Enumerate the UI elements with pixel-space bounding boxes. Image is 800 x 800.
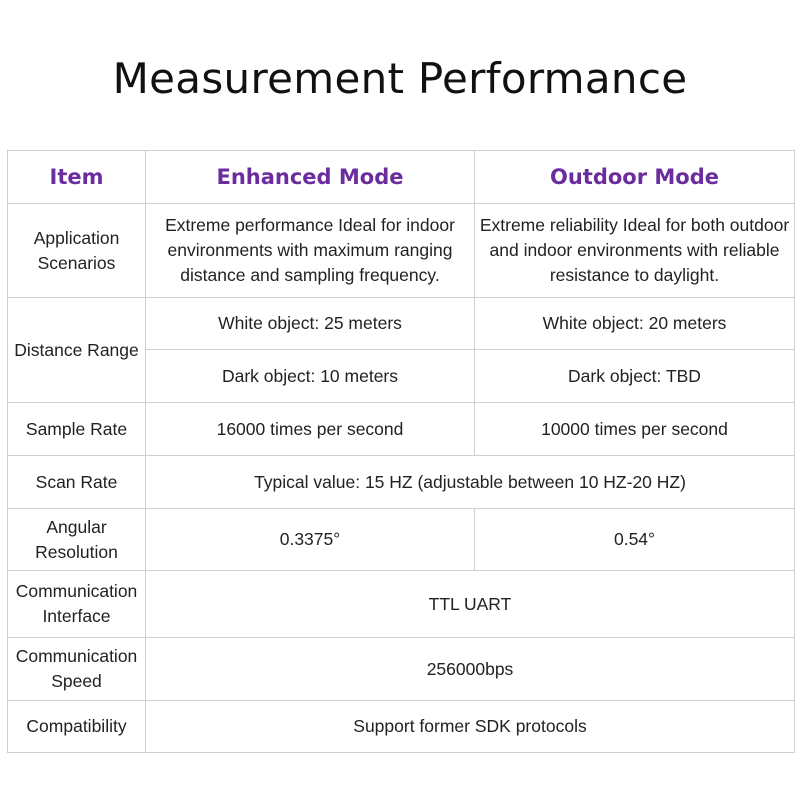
- table-row: Application Scenarios Extreme performanc…: [7, 203, 795, 298]
- cell: 0.54°: [474, 508, 795, 571]
- row-label: Scan Rate: [7, 455, 146, 509]
- table-row: Distance Range White object: 25 meters W…: [7, 297, 795, 403]
- row-label: Application Scenarios: [7, 203, 146, 298]
- cell: Dark object: 10 meters: [145, 349, 475, 403]
- table-row: Sample Rate 16000 times per second 10000…: [7, 402, 795, 456]
- header-row: Item Enhanced Mode Outdoor Mode: [7, 150, 795, 204]
- cell: TTL UART: [145, 570, 795, 638]
- cell: White object: 20 meters: [474, 297, 795, 350]
- performance-table: Item Enhanced Mode Outdoor Mode Applicat…: [7, 150, 795, 753]
- cell: 0.3375°: [145, 508, 475, 571]
- page-title: Measurement Performance: [112, 54, 688, 103]
- table-row: Communication Interface TTL UART: [7, 570, 795, 638]
- table-row: Angular Resolution 0.3375° 0.54°: [7, 508, 795, 571]
- table-row: Communication Speed 256000bps: [7, 637, 795, 701]
- row-label: Compatibility: [7, 700, 146, 753]
- row-label: Angular Resolution: [7, 508, 146, 571]
- cell: Dark object: TBD: [474, 349, 795, 403]
- table-row: Scan Rate Typical value: 15 HZ (adjustab…: [7, 455, 795, 509]
- cell: Extreme performance Ideal for indoor env…: [145, 203, 475, 298]
- cell: Extreme reliability Ideal for both outdo…: [474, 203, 795, 298]
- table-row: Dark object: 10 meters Dark object: TBD: [8, 349, 795, 403]
- header-item: Item: [7, 150, 146, 204]
- header-outdoor-mode: Outdoor Mode: [474, 150, 795, 204]
- cell: White object: 25 meters: [145, 297, 475, 350]
- row-label: Communication Speed: [7, 637, 146, 701]
- row-label: Communication Interface: [7, 570, 146, 638]
- cell: Support former SDK protocols: [145, 700, 795, 753]
- cell: Typical value: 15 HZ (adjustable between…: [145, 455, 795, 509]
- table-row: Compatibility Support former SDK protoco…: [7, 700, 795, 753]
- row-label: Distance Range: [7, 297, 146, 403]
- header-enhanced-mode: Enhanced Mode: [145, 150, 475, 204]
- cell: 16000 times per second: [145, 402, 475, 456]
- cell: 10000 times per second: [474, 402, 795, 456]
- row-label: Sample Rate: [7, 402, 146, 456]
- cell: 256000bps: [145, 637, 795, 701]
